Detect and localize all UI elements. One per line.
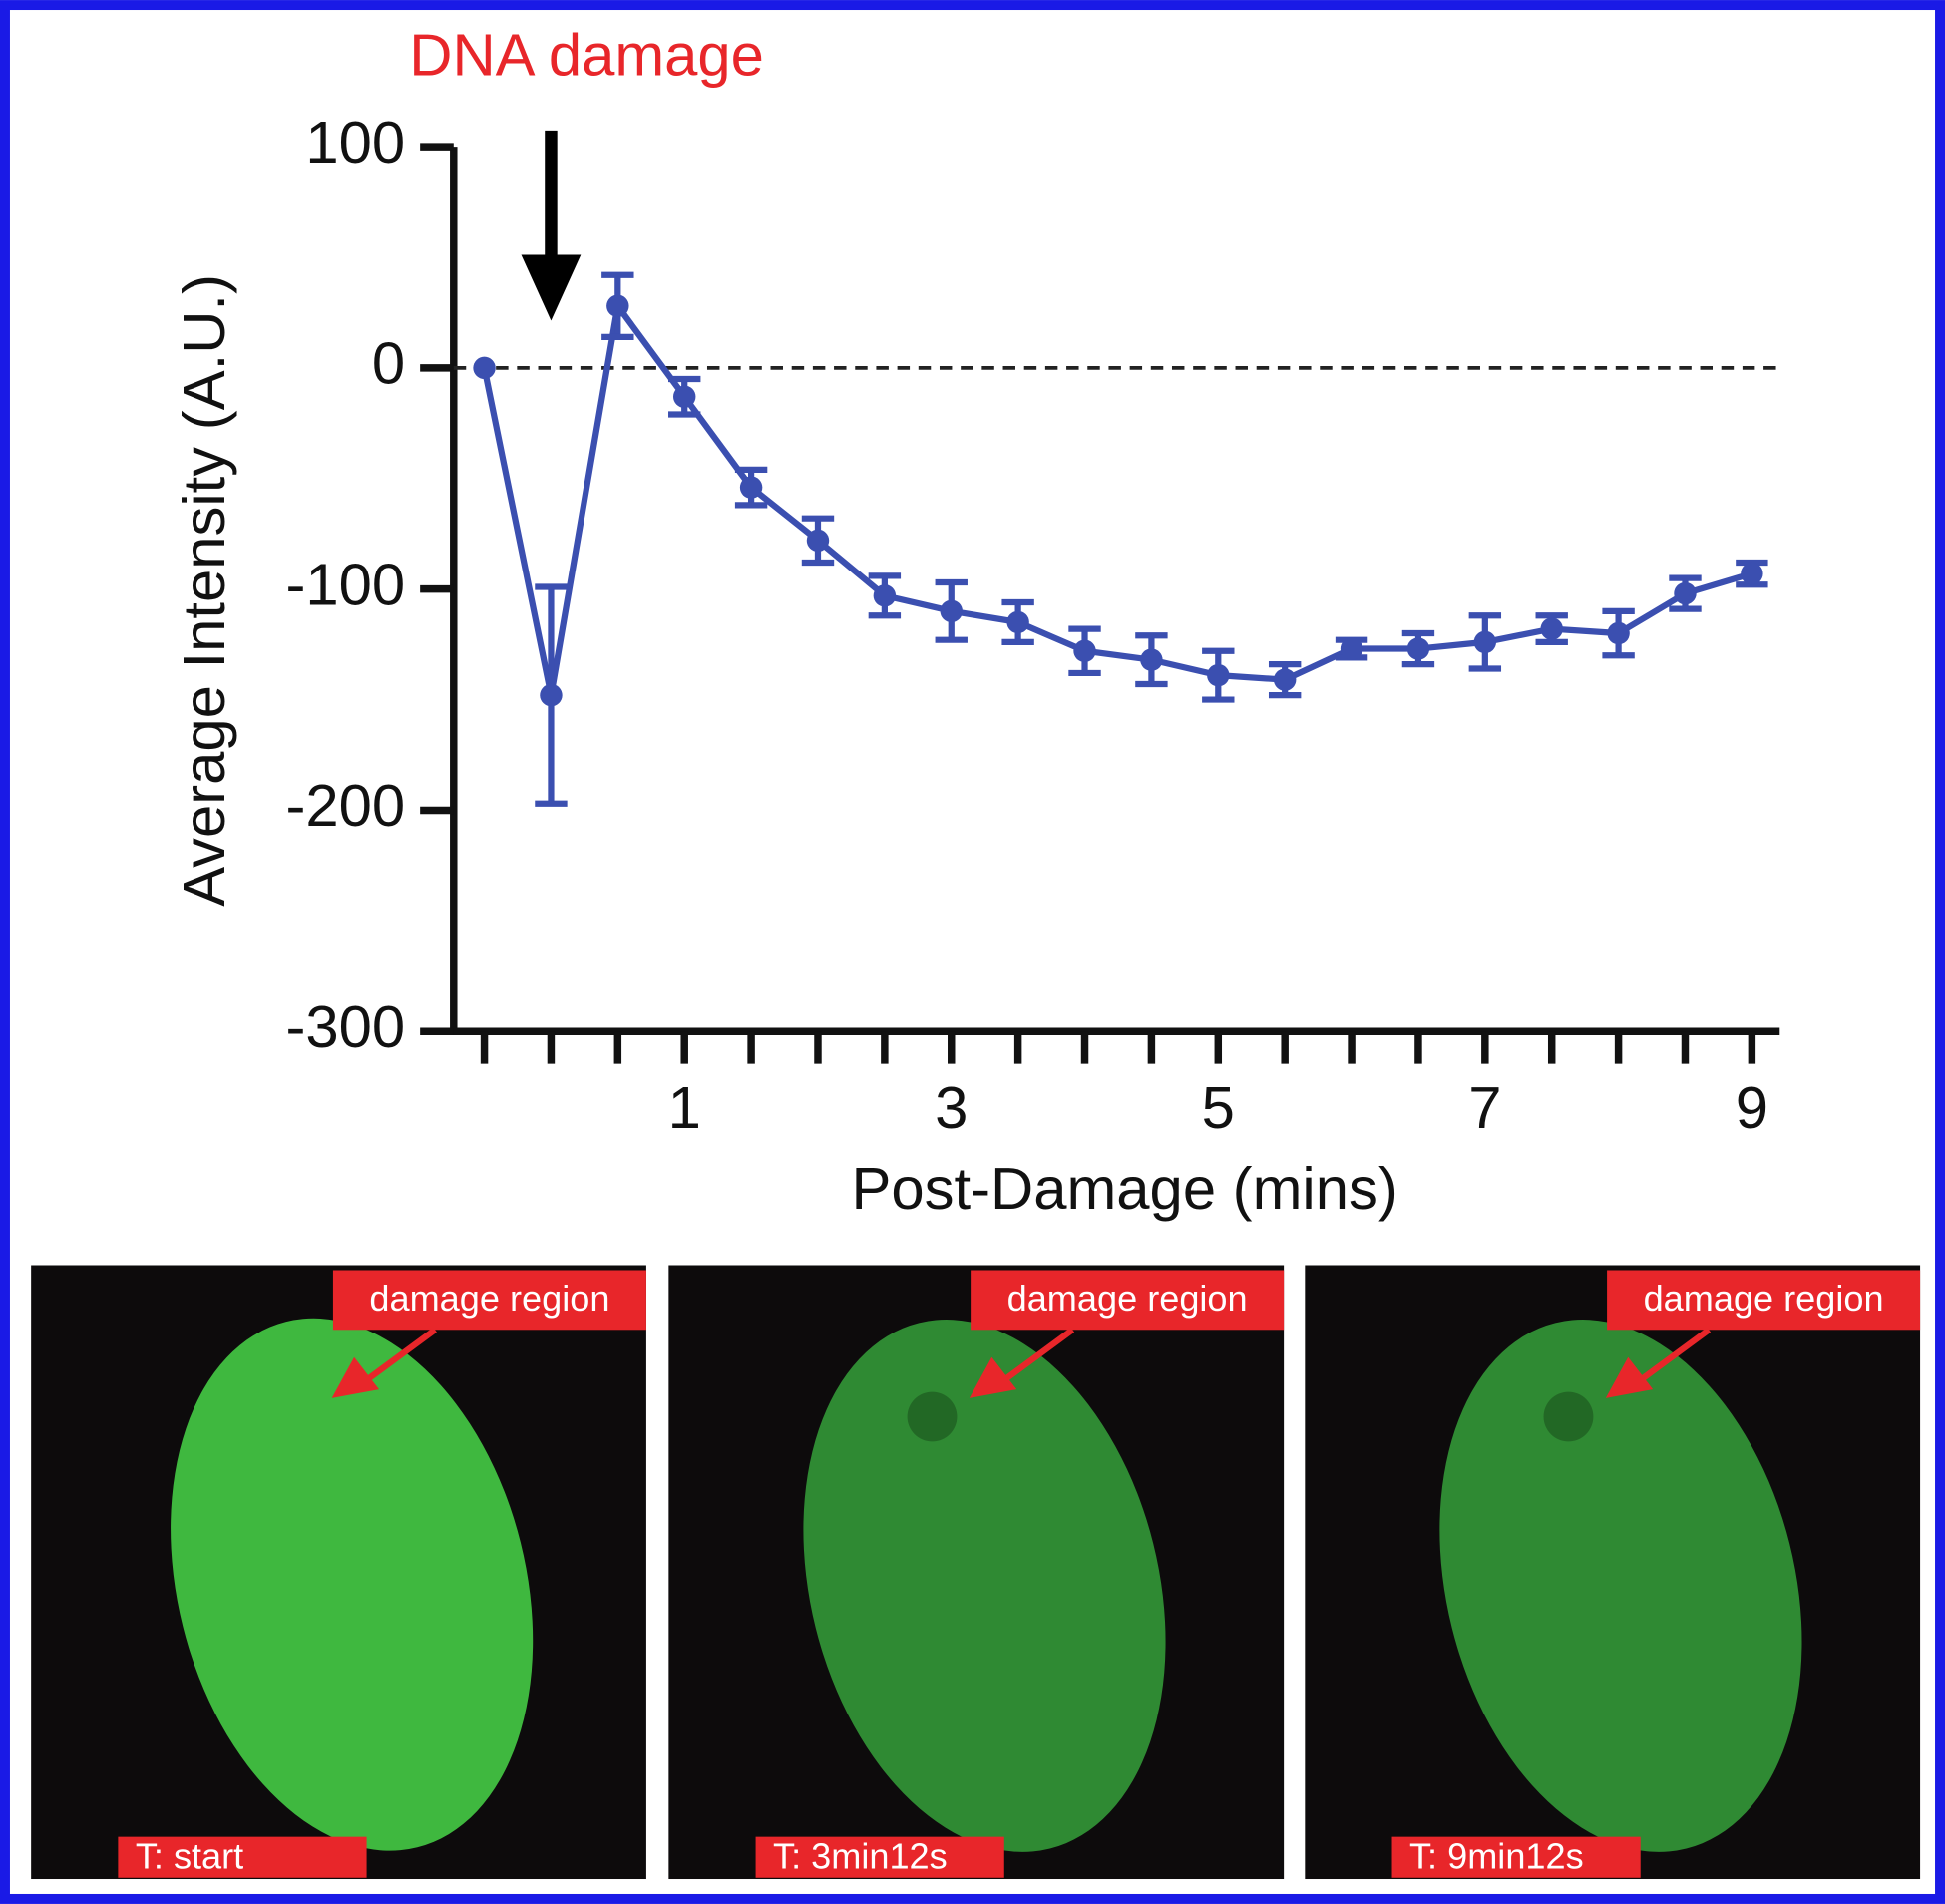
image-panels: damage region T: start damage region T: 3mi… xyxy=(31,1265,1921,1880)
region-label: damage region xyxy=(369,1278,609,1319)
label-box xyxy=(332,1270,646,1331)
annotation-arrowhead xyxy=(521,254,582,321)
point xyxy=(940,599,963,623)
y-axis-label: Average Intensity (A.U.) xyxy=(171,274,237,907)
point xyxy=(873,584,897,607)
x-tick-label: 9 xyxy=(1736,1074,1768,1141)
point xyxy=(1473,630,1497,654)
label-box xyxy=(971,1270,1285,1331)
point xyxy=(673,385,696,408)
y-tick-label: -200 xyxy=(286,772,406,839)
label-arrowhead xyxy=(331,1356,380,1398)
time-box xyxy=(118,1836,367,1878)
point xyxy=(606,294,629,317)
point xyxy=(806,529,830,553)
label-box xyxy=(1607,1270,1921,1331)
time-box xyxy=(1391,1836,1641,1878)
cell-nucleus xyxy=(803,1320,1166,1852)
label-arrowhead xyxy=(1605,1356,1654,1398)
label-arrow xyxy=(362,1327,437,1385)
x-tick-label: 3 xyxy=(935,1074,968,1141)
point xyxy=(1406,637,1430,660)
annotation: DNA damage xyxy=(409,22,764,89)
x-tick-label: 7 xyxy=(1468,1074,1501,1141)
label-arrow xyxy=(1636,1327,1712,1385)
damage-spot xyxy=(907,1391,958,1442)
time-box xyxy=(755,1836,1004,1878)
point xyxy=(1273,668,1297,691)
point xyxy=(1073,639,1096,662)
point xyxy=(1207,663,1230,687)
time-label: T: start xyxy=(136,1836,243,1877)
point xyxy=(1741,562,1763,585)
x-axis-label: Post-Damage (mins) xyxy=(851,1155,1397,1222)
point xyxy=(1006,610,1029,634)
y-tick-label: -300 xyxy=(286,993,406,1060)
cell-nucleus xyxy=(171,1318,534,1851)
y-tick-label: 0 xyxy=(372,330,405,397)
point xyxy=(1340,637,1363,660)
y-tick-label: 100 xyxy=(305,109,405,176)
point xyxy=(739,476,763,499)
y-tick-label: -100 xyxy=(286,551,406,617)
point xyxy=(473,356,496,380)
damage-spot xyxy=(1543,1391,1594,1442)
time-label: T: 3min12s xyxy=(773,1836,948,1877)
x-tick-label: 5 xyxy=(1202,1074,1235,1141)
label-arrow xyxy=(999,1327,1075,1385)
region-label: damage region xyxy=(1644,1278,1884,1319)
x-tick-label: 1 xyxy=(668,1074,701,1141)
point xyxy=(540,683,563,707)
point xyxy=(1674,581,1697,605)
region-label: damage region xyxy=(1007,1278,1248,1319)
point xyxy=(1540,617,1563,640)
time-label: T: 9min12s xyxy=(1409,1836,1584,1877)
point xyxy=(1140,648,1163,671)
cell-nucleus xyxy=(1439,1320,1802,1852)
label-arrowhead xyxy=(969,1356,1017,1398)
point xyxy=(1607,621,1630,645)
